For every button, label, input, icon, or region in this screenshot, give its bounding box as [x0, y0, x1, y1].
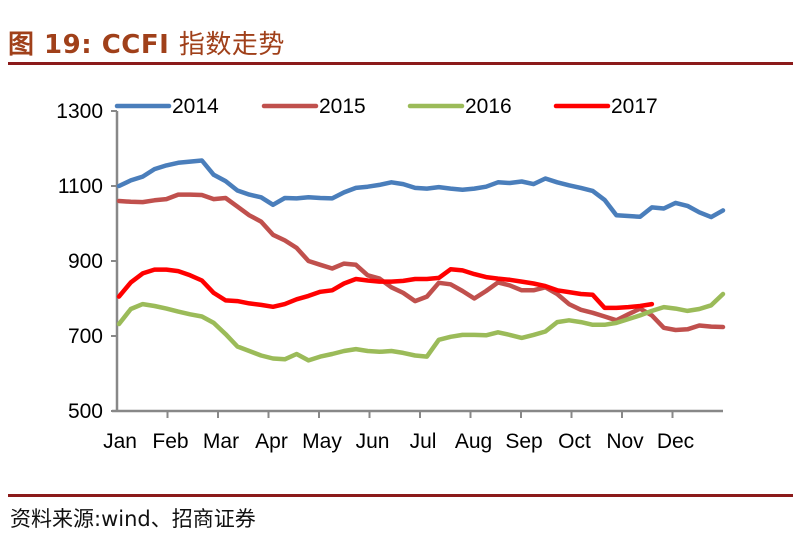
- y-tick-label: 1100: [58, 175, 103, 198]
- y-tick-label: 500: [68, 400, 103, 423]
- y-tick-label: 1300: [56, 100, 103, 123]
- legend-label-2014: 2014: [172, 95, 219, 118]
- legend-label-2016: 2016: [465, 95, 512, 118]
- x-tick-label: Jun: [356, 430, 390, 453]
- series-line-2016: [116, 291, 726, 363]
- source-note: 资料来源:wind、招商证券: [10, 507, 256, 531]
- legend-label-2017: 2017: [611, 95, 658, 118]
- series-line-2017: [116, 267, 655, 311]
- chart-series: [116, 158, 726, 363]
- title-divider: [8, 62, 793, 65]
- x-tick-label: May: [302, 430, 342, 453]
- figure-title-latin: CCFI: [101, 30, 170, 60]
- series-line-2015: [116, 192, 726, 333]
- x-tick-label: Feb: [152, 430, 188, 453]
- chart-axes: 500 700 900 1100 1300 Jan Feb Mar Apr May Jun Jul Au…: [56, 100, 723, 453]
- x-tick-label: Sep: [505, 430, 542, 453]
- figure-title: 图 19: CCFI 指数走势: [8, 24, 285, 61]
- legend-label-2015: 2015: [319, 95, 366, 118]
- y-tick-label: 700: [68, 325, 103, 348]
- source-divider: [8, 494, 793, 497]
- x-tick-label: Apr: [255, 430, 288, 453]
- y-tick-label: 900: [68, 250, 103, 273]
- x-tick-label: Dec: [657, 430, 694, 453]
- x-tick-label: Nov: [606, 430, 644, 453]
- chart-legend: 2014 2015 2016 2017: [114, 95, 658, 118]
- x-tick-label: Jan: [103, 430, 137, 453]
- x-tick-label: Mar: [203, 430, 239, 453]
- x-tick-label: Aug: [455, 430, 492, 453]
- figure-number: 图 19:: [8, 30, 93, 60]
- x-tick-label: Jul: [410, 430, 437, 453]
- figure-title-cn: 指数走势: [178, 30, 285, 60]
- x-tick-label: Oct: [558, 430, 591, 453]
- series-line-2014: [116, 158, 726, 220]
